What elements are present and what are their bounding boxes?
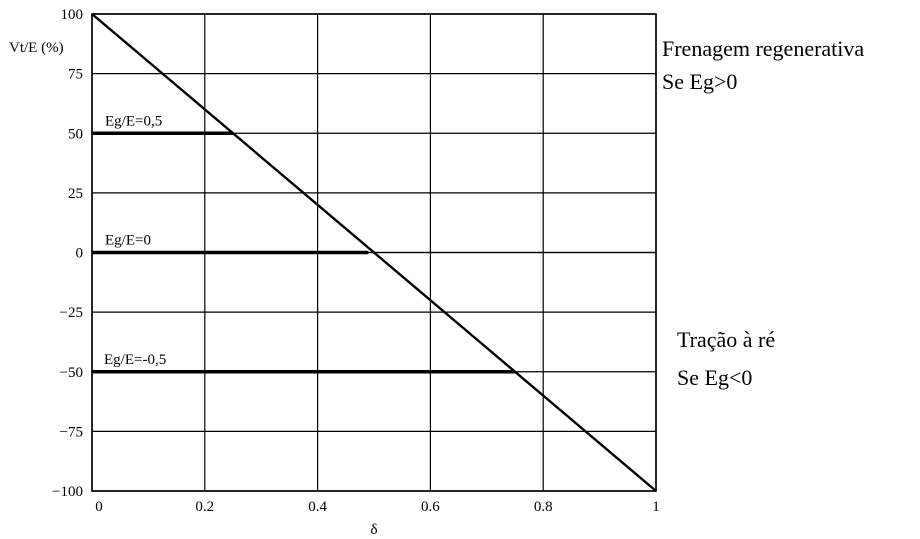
x-tick-label-1: 0.2: [195, 499, 214, 515]
y-tick-label-4: 0: [76, 246, 84, 262]
y-tick-label-6: −50: [60, 365, 83, 381]
x-tick-label-4: 0.8: [534, 499, 553, 515]
y-tick-label-0: 100: [61, 7, 84, 23]
annotation-top-line-1: Frenagem regenerativa: [662, 36, 864, 61]
y-tick-label-8: −100: [52, 484, 83, 500]
y-axis-title: Vt/E (%): [9, 40, 64, 56]
y-tick-label-7: −75: [60, 424, 83, 440]
x-tick-label-2: 0.4: [308, 499, 327, 515]
x-tick-label-0: 0: [95, 499, 103, 515]
series-label-0: Eg/E=0,5: [105, 113, 162, 129]
y-tick-label-5: −25: [60, 305, 83, 321]
label-layer: 0 0.2 0.4 0.6 0.8 1 100 75 50 25 0 −25 −50 −75 −100 Eg/…: [52, 7, 660, 515]
y-tick-label-2: 50: [68, 126, 83, 142]
annotation-bottom-line-1: Tração à ré: [677, 327, 775, 352]
y-tick-label-1: 75: [68, 67, 83, 83]
series-layer: [91, 13, 657, 492]
x-tick-label-5: 1: [652, 499, 660, 515]
y-tick-label-3: 25: [68, 186, 83, 202]
x-axis-title: δ: [370, 522, 377, 538]
series-label-1: Eg/E=0: [105, 233, 151, 249]
annotation-top-line-2: Se Eg>0: [662, 69, 737, 94]
x-tick-label-3: 0.6: [421, 499, 440, 515]
annotation-bottom-line-2: Se Eg<0: [677, 365, 752, 390]
series-label-2: Eg/E=-0,5: [104, 352, 166, 368]
